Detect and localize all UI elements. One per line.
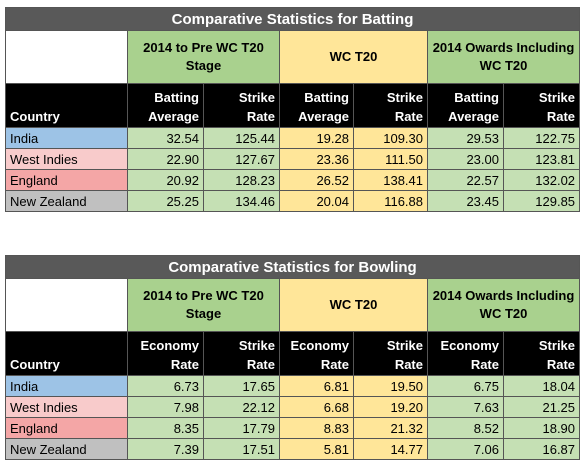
value-cell: 19.50 bbox=[353, 375, 428, 397]
value-cell: 123.81 bbox=[502, 148, 581, 170]
value-cell: 7.06 bbox=[427, 438, 504, 460]
value-cell: 6.68 bbox=[279, 396, 354, 418]
value-cell: 17.51 bbox=[203, 438, 280, 460]
value-cell: 134.46 bbox=[203, 190, 280, 212]
value-cell: 7.63 bbox=[427, 396, 504, 418]
column-header: Economy Rate bbox=[279, 331, 354, 376]
country-cell: England bbox=[5, 169, 128, 191]
bowling-table: Comparative Statistics for Bowling 2014 … bbox=[4, 255, 581, 460]
value-cell: 18.04 bbox=[502, 375, 581, 397]
column-header: Strike Rate bbox=[203, 331, 280, 376]
value-cell: 22.90 bbox=[127, 148, 204, 170]
value-cell: 25.25 bbox=[127, 190, 204, 212]
value-cell: 19.28 bbox=[279, 127, 354, 149]
value-cell: 138.41 bbox=[353, 169, 428, 191]
value-cell: 22.57 bbox=[427, 169, 504, 191]
value-cell: 8.52 bbox=[427, 417, 504, 439]
group-header: WC T20 bbox=[279, 30, 428, 84]
value-cell: 21.32 bbox=[353, 417, 428, 439]
column-header: Economy Rate bbox=[427, 331, 504, 376]
column-header: Strike Rate bbox=[353, 331, 428, 376]
table-row: West Indies 22.90 127.67 23.36 111.50 23.00 12… bbox=[5, 148, 581, 170]
group-header: 2014 to Pre WC T20 Stage bbox=[127, 30, 280, 84]
value-cell: 14.77 bbox=[353, 438, 428, 460]
value-cell: 6.75 bbox=[427, 375, 504, 397]
column-header-country: Country bbox=[5, 83, 128, 128]
value-cell: 109.30 bbox=[353, 127, 428, 149]
value-cell: 18.90 bbox=[502, 417, 581, 439]
batting-table-title: Comparative Statistics for Batting bbox=[4, 7, 581, 31]
column-header: Batting Average bbox=[427, 83, 504, 128]
value-cell: 20.04 bbox=[279, 190, 354, 212]
country-cell: India bbox=[5, 375, 128, 397]
column-header: Batting Average bbox=[279, 83, 354, 128]
value-cell: 23.45 bbox=[427, 190, 504, 212]
column-header-country: Country bbox=[5, 331, 128, 376]
country-cell: West Indies bbox=[5, 148, 128, 170]
batting-table: Comparative Statistics for Batting 2014 … bbox=[4, 7, 581, 212]
value-cell: 7.98 bbox=[127, 396, 204, 418]
value-cell: 5.81 bbox=[279, 438, 354, 460]
value-cell: 116.88 bbox=[353, 190, 428, 212]
value-cell: 8.83 bbox=[279, 417, 354, 439]
country-cell: West Indies bbox=[5, 396, 128, 418]
column-header: Strike Rate bbox=[203, 83, 280, 128]
group-header: 2014 to Pre WC T20 Stage bbox=[127, 278, 280, 332]
value-cell: 16.87 bbox=[502, 438, 581, 460]
column-header: Strike Rate bbox=[353, 83, 428, 128]
value-cell: 17.65 bbox=[203, 375, 280, 397]
value-cell: 23.36 bbox=[279, 148, 354, 170]
table-row: England 8.35 17.79 8.83 21.32 8.52 18.90 bbox=[5, 417, 581, 439]
group-header: 2014 Owards Including WC T20 bbox=[426, 278, 581, 332]
value-cell: 29.53 bbox=[427, 127, 504, 149]
country-cell: New Zealand bbox=[5, 190, 128, 212]
table-row: England 20.92 128.23 26.52 138.41 22.57 132.02 bbox=[5, 169, 581, 191]
group-header: WC T20 bbox=[279, 278, 428, 332]
table-row: India 32.54 125.44 19.28 109.30 29.53 122.75 bbox=[5, 127, 581, 149]
value-cell: 20.92 bbox=[127, 169, 204, 191]
column-header: Strike Rate bbox=[502, 331, 581, 376]
bowling-table-title: Comparative Statistics for Bowling bbox=[4, 255, 581, 279]
value-cell: 21.25 bbox=[502, 396, 581, 418]
value-cell: 125.44 bbox=[203, 127, 280, 149]
value-cell: 17.79 bbox=[203, 417, 280, 439]
value-cell: 8.35 bbox=[127, 417, 204, 439]
value-cell: 132.02 bbox=[502, 169, 581, 191]
value-cell: 6.73 bbox=[127, 375, 204, 397]
column-header: Batting Average bbox=[127, 83, 204, 128]
column-header: Strike Rate bbox=[502, 83, 581, 128]
value-cell: 127.67 bbox=[203, 148, 280, 170]
value-cell: 32.54 bbox=[127, 127, 204, 149]
value-cell: 7.39 bbox=[127, 438, 204, 460]
table-row: India 6.73 17.65 6.81 19.50 6.75 18.04 bbox=[5, 375, 581, 397]
country-cell: India bbox=[5, 127, 128, 149]
group-blank bbox=[5, 30, 128, 84]
country-cell: England bbox=[5, 417, 128, 439]
group-blank bbox=[5, 278, 128, 332]
group-header: 2014 Owards Including WC T20 bbox=[426, 30, 581, 84]
value-cell: 19.20 bbox=[353, 396, 428, 418]
country-cell: New Zealand bbox=[5, 438, 128, 460]
value-cell: 26.52 bbox=[279, 169, 354, 191]
table-row: New Zealand 25.25 134.46 20.04 116.88 23.45 12… bbox=[5, 190, 581, 212]
column-header: Economy Rate bbox=[127, 331, 204, 376]
table-row: West Indies 7.98 22.12 6.68 19.20 7.63 21.25 bbox=[5, 396, 581, 418]
value-cell: 122.75 bbox=[502, 127, 581, 149]
value-cell: 23.00 bbox=[427, 148, 504, 170]
value-cell: 22.12 bbox=[203, 396, 280, 418]
value-cell: 129.85 bbox=[502, 190, 581, 212]
value-cell: 128.23 bbox=[203, 169, 280, 191]
value-cell: 111.50 bbox=[353, 148, 428, 170]
table-row: New Zealand 7.39 17.51 5.81 14.77 7.06 16.87 bbox=[5, 438, 581, 460]
value-cell: 6.81 bbox=[279, 375, 354, 397]
